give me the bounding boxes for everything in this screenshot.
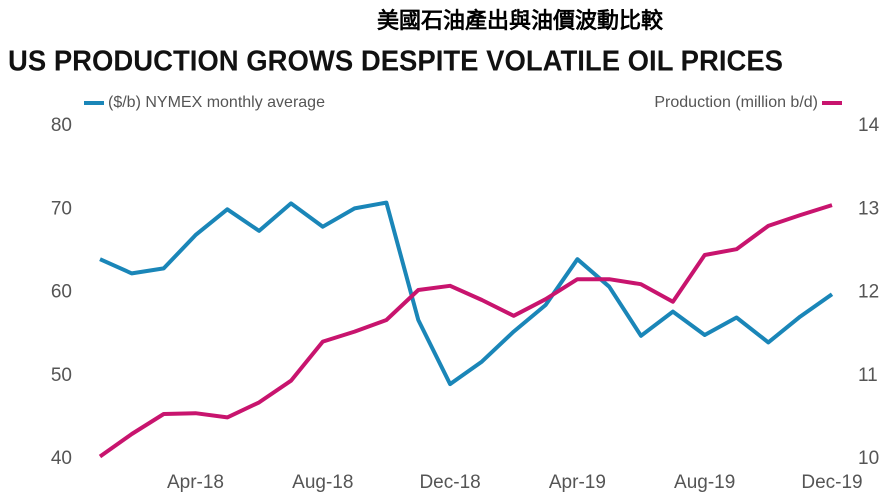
x-tick-label: Apr-19 [549, 472, 606, 493]
y-tick-label: 40 [51, 448, 72, 469]
legend-label: Production (million b/d) [654, 94, 818, 111]
series-line [98, 203, 833, 459]
y2-tick-label: 14 [858, 115, 880, 136]
x-tick-label: Aug-19 [674, 472, 735, 493]
legend-label: ($/b) NYMEX monthly average [108, 94, 325, 111]
chart-title: 美國石油產出與油價波動比較 [377, 8, 664, 34]
y2-tick-label: 13 [858, 198, 879, 219]
y2-tick-label: 10 [858, 448, 879, 469]
y2-tick-label: 12 [858, 282, 879, 303]
y2-tick-label: 11 [858, 365, 878, 386]
x-tick-label: Apr-18 [167, 472, 224, 493]
x-tick-label: Dec-19 [801, 472, 862, 493]
y-tick-label: 70 [51, 198, 72, 219]
y-tick-label: 60 [51, 282, 72, 303]
y-tick-label: 50 [51, 365, 72, 386]
x-tick-label: Dec-18 [419, 472, 480, 493]
chart-subtitle: US PRODUCTION GROWS DESPITE VOLATILE OIL… [8, 46, 783, 78]
x-tick-label: Aug-18 [292, 472, 353, 493]
series-line [99, 200, 834, 387]
y-tick-label: 80 [51, 115, 72, 136]
